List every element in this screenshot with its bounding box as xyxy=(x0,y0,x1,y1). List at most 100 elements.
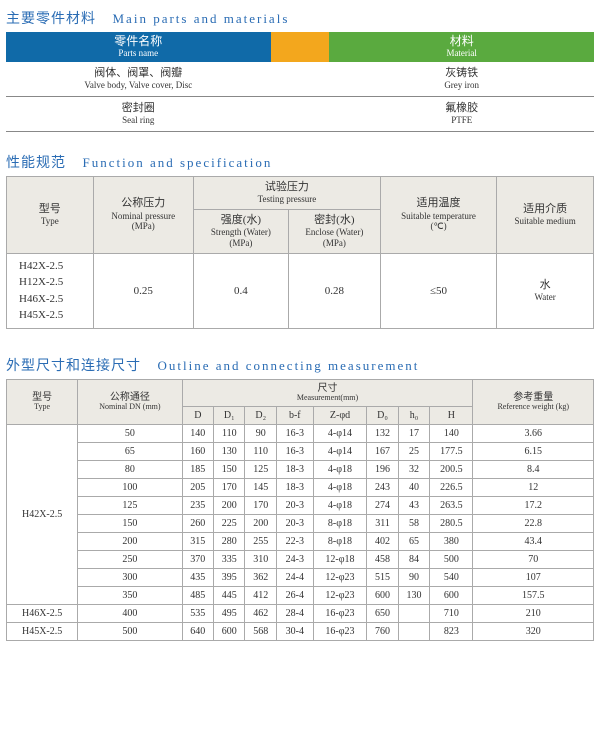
table-cell: 320 xyxy=(473,622,594,640)
th-col: D xyxy=(182,406,213,424)
table-cell: 170 xyxy=(245,496,276,514)
table-cell: 205 xyxy=(182,478,213,496)
table-cell: 380 xyxy=(430,532,473,550)
table-cell: 535 xyxy=(182,604,213,622)
table-cell: 90 xyxy=(245,424,276,442)
table-cell: 515 xyxy=(367,568,398,586)
table-cell: 125 xyxy=(78,496,182,514)
th-col: H xyxy=(430,406,473,424)
table-cell: 600 xyxy=(367,586,398,604)
td-st: 0.4 xyxy=(193,253,288,328)
table-cell: 12-φ18 xyxy=(313,550,367,568)
table-cell: 200 xyxy=(214,496,245,514)
table-cell: 710 xyxy=(430,604,473,622)
table-cell: 130 xyxy=(398,586,429,604)
th-dn: 公称通径Nominal DN (mm) xyxy=(78,379,182,424)
table-cell: 4-φ14 xyxy=(313,424,367,442)
table-cell: 140 xyxy=(430,424,473,442)
th-enclose: 密封(水)Enclose (Water)(MPa) xyxy=(288,209,380,253)
parts-table: 零件名称Parts name 材料Material 阀体、阀罩、阀瓣Valve … xyxy=(6,32,594,132)
table-cell: 17 xyxy=(398,424,429,442)
th-col: b-f xyxy=(276,406,313,424)
parts-title: 主要零件材料 Main parts and materials xyxy=(6,8,594,28)
table-row: 35048544541226-412-φ23600130600157.5 xyxy=(7,586,594,604)
table-cell: 110 xyxy=(245,442,276,460)
table-cell: 568 xyxy=(245,622,276,640)
table-cell: 370 xyxy=(182,550,213,568)
table-cell: 600 xyxy=(430,586,473,604)
table-cell: 335 xyxy=(214,550,245,568)
table-cell: 32 xyxy=(398,460,429,478)
table-row: 8018515012518-34-φ1819632200.58.4 xyxy=(7,460,594,478)
table-cell xyxy=(398,622,429,640)
table-cell: 17.2 xyxy=(473,496,594,514)
table-cell: 8-φ18 xyxy=(313,514,367,532)
table-cell: 500 xyxy=(430,550,473,568)
table-cell: 400 xyxy=(78,604,182,622)
th-weight: 参考重量Reference weight (kg) xyxy=(473,379,594,424)
table-cell: 12 xyxy=(473,478,594,496)
th-col: h₀ xyxy=(398,406,429,424)
table-cell: 130 xyxy=(214,442,245,460)
table-cell: 145 xyxy=(245,478,276,496)
table-cell: 140 xyxy=(182,424,213,442)
td-np: 0.25 xyxy=(93,253,193,328)
table-cell: 462 xyxy=(245,604,276,622)
table-cell: 600 xyxy=(214,622,245,640)
table-cell: 235 xyxy=(182,496,213,514)
table-cell: 362 xyxy=(245,568,276,586)
table-row: 15026022520020-38-φ1831158280.522.8 xyxy=(7,514,594,532)
table-cell: 200 xyxy=(78,532,182,550)
th-strength: 强度(水)Strength (Water)(MPa) xyxy=(193,209,288,253)
table-cell: 150 xyxy=(78,514,182,532)
table-cell: 823 xyxy=(430,622,473,640)
table-cell: 280.5 xyxy=(430,514,473,532)
table-cell: 8.4 xyxy=(473,460,594,478)
table-cell: 300 xyxy=(78,568,182,586)
table-cell: 157.5 xyxy=(473,586,594,604)
table-row: 25037033531024-312-φ184588450070 xyxy=(7,550,594,568)
table-cell: 阀体、阀罩、阀瓣Valve body, Valve cover, Disc xyxy=(6,62,271,96)
table-cell: 260 xyxy=(182,514,213,532)
table-cell: 100 xyxy=(78,478,182,496)
table-cell: 43.4 xyxy=(473,532,594,550)
table-cell: 280 xyxy=(214,532,245,550)
table-cell: 30-4 xyxy=(276,622,313,640)
th-type: 型号Type xyxy=(7,379,78,424)
table-cell: 18-3 xyxy=(276,478,313,496)
spec-title: 性能规范 Function and specification xyxy=(6,152,594,172)
th-col: D₁ xyxy=(214,406,245,424)
table-cell: 412 xyxy=(245,586,276,604)
table-cell: 250 xyxy=(78,550,182,568)
types-cell: H42X-2.5H12X-2.5H46X-2.5H45X-2.5 xyxy=(7,253,94,328)
table-cell: 16-3 xyxy=(276,442,313,460)
table-cell: 445 xyxy=(214,586,245,604)
table-cell: 密封圈Seal ring xyxy=(6,96,271,131)
table-cell xyxy=(398,604,429,622)
type-cell: H46X-2.5 xyxy=(7,604,78,622)
th-nomp: 公称压力Nominal pressure(MPa) xyxy=(93,176,193,253)
table-cell: 16-φ23 xyxy=(313,622,367,640)
table-cell: 760 xyxy=(367,622,398,640)
table-cell: 84 xyxy=(398,550,429,568)
table-cell: 26-4 xyxy=(276,586,313,604)
dims-table: 型号Type 公称通径Nominal DN (mm) 尺寸Measurement… xyxy=(6,379,594,641)
table-cell: 80 xyxy=(78,460,182,478)
table-cell: 500 xyxy=(78,622,182,640)
table-cell: 6.15 xyxy=(473,442,594,460)
table-row: H45X-2.550064060056830-416-φ23760823320 xyxy=(7,622,594,640)
table-cell: 495 xyxy=(214,604,245,622)
table-cell: 16-φ23 xyxy=(313,604,367,622)
table-cell xyxy=(271,62,330,96)
table-cell: 4-φ14 xyxy=(313,442,367,460)
table-cell: 4-φ18 xyxy=(313,478,367,496)
table-cell: 226.5 xyxy=(430,478,473,496)
table-cell: 8-φ18 xyxy=(313,532,367,550)
th-medium: 适用介质Suitable medium xyxy=(497,176,594,253)
table-cell: 311 xyxy=(367,514,398,532)
table-cell: 灰铸铁Grey iron xyxy=(329,62,594,96)
table-cell: 12-φ23 xyxy=(313,586,367,604)
table-cell: 3.66 xyxy=(473,424,594,442)
material-header: 材料Material xyxy=(329,32,594,62)
table-cell: 485 xyxy=(182,586,213,604)
